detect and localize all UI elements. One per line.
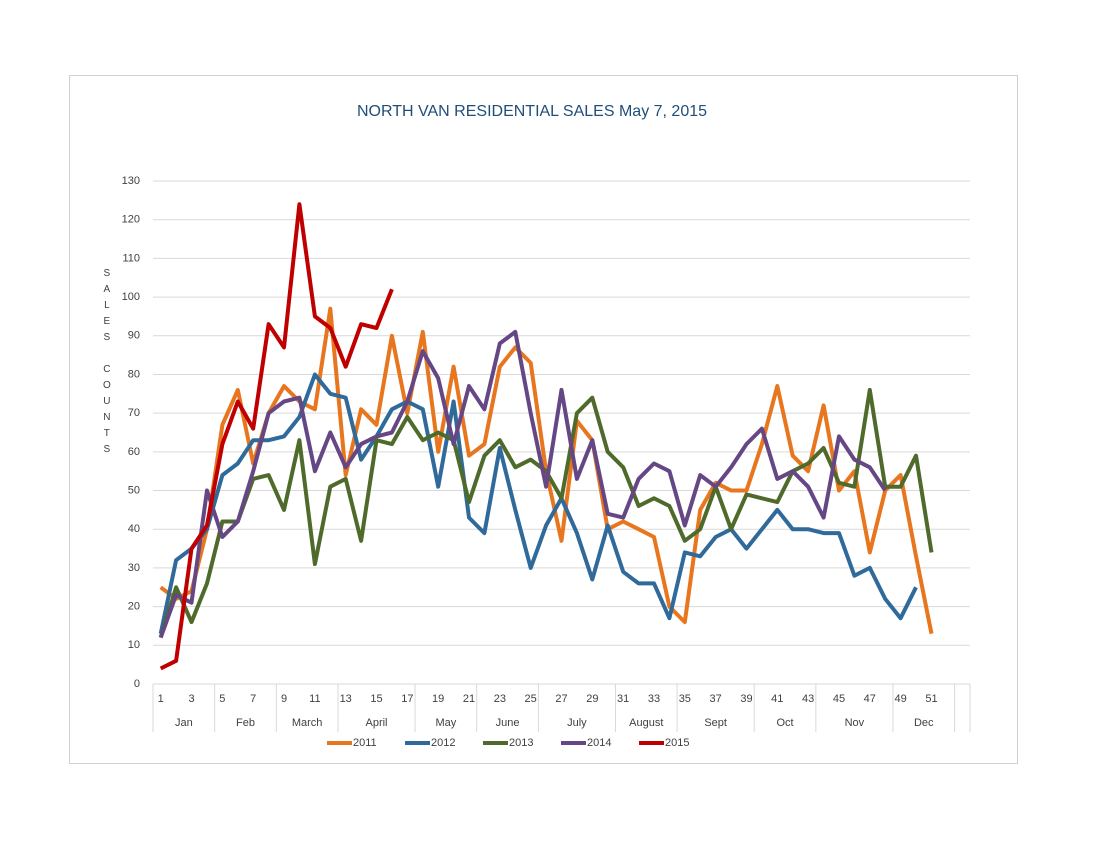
- legend-label: 2011: [353, 737, 377, 749]
- y-tick-label: 90: [128, 330, 140, 342]
- x-tick-label: 31: [617, 693, 629, 705]
- chart-frame: [69, 75, 1018, 764]
- x-tick-label: 23: [494, 693, 506, 705]
- x-tick-label: 19: [432, 693, 444, 705]
- x-tick-label: 13: [340, 693, 352, 705]
- y-tick-label: 30: [128, 562, 140, 574]
- y-tick-label: 120: [122, 214, 140, 226]
- y-tick-label: 50: [128, 484, 140, 496]
- month-label: June: [496, 717, 520, 729]
- x-tick-label: 5: [219, 693, 225, 705]
- x-tick-label: 47: [864, 693, 876, 705]
- x-tick-label: 39: [740, 693, 752, 705]
- x-tick-label: 49: [895, 693, 907, 705]
- y-tick-label: 60: [128, 446, 140, 458]
- x-tick-label: 27: [555, 693, 567, 705]
- x-tick-label: 41: [771, 693, 783, 705]
- y-tick-label: 10: [128, 639, 140, 651]
- month-label: Oct: [776, 717, 793, 729]
- x-tick-label: 15: [370, 693, 382, 705]
- x-tick-label: 35: [679, 693, 691, 705]
- legend-label: 2012: [431, 737, 455, 749]
- x-tick-label: 33: [648, 693, 660, 705]
- y-axis-label: SALES COUNTS: [101, 268, 112, 460]
- month-label: Dec: [914, 717, 934, 729]
- x-tick-label: 37: [710, 693, 722, 705]
- y-tick-label: 70: [128, 407, 140, 419]
- y-tick-label: 100: [122, 291, 140, 303]
- x-tick-label: 9: [281, 693, 287, 705]
- month-label: May: [435, 717, 456, 729]
- y-tick-label: 40: [128, 523, 140, 535]
- series-line: [158, 372, 918, 635]
- x-tick-label: 21: [463, 693, 475, 705]
- x-tick-label: 1: [158, 693, 164, 705]
- y-tick-label: 130: [122, 175, 140, 187]
- month-label: April: [366, 717, 388, 729]
- x-tick-label: 45: [833, 693, 845, 705]
- series-line: [158, 329, 887, 639]
- y-tick-label: 80: [128, 368, 140, 380]
- x-tick-label: 25: [525, 693, 537, 705]
- y-tick-label: 20: [128, 601, 140, 613]
- legend-label: 2013: [509, 737, 533, 749]
- series-line: [158, 387, 934, 639]
- x-tick-label: 29: [586, 693, 598, 705]
- month-label: Feb: [236, 717, 255, 729]
- y-tick-label: 110: [122, 252, 140, 264]
- x-tick-label: 43: [802, 693, 814, 705]
- series-line: [159, 202, 394, 671]
- month-label: Sept: [704, 717, 727, 729]
- month-label: Jan: [175, 717, 193, 729]
- chart-title: NORTH VAN RESIDENTIAL SALES May 7, 2015: [357, 103, 707, 120]
- x-tick-label: 17: [401, 693, 413, 705]
- x-tick-label: 51: [925, 693, 937, 705]
- month-label: August: [629, 717, 663, 729]
- y-tick-label: 0: [134, 678, 140, 690]
- month-label: March: [292, 717, 323, 729]
- x-tick-label: 11: [309, 693, 320, 705]
- x-tick-label: 7: [250, 693, 256, 705]
- legend-label: 2014: [587, 737, 611, 749]
- month-label: Nov: [845, 717, 865, 729]
- legend-label: 2015: [665, 737, 689, 749]
- month-label: July: [567, 717, 587, 729]
- x-tick-label: 3: [188, 693, 194, 705]
